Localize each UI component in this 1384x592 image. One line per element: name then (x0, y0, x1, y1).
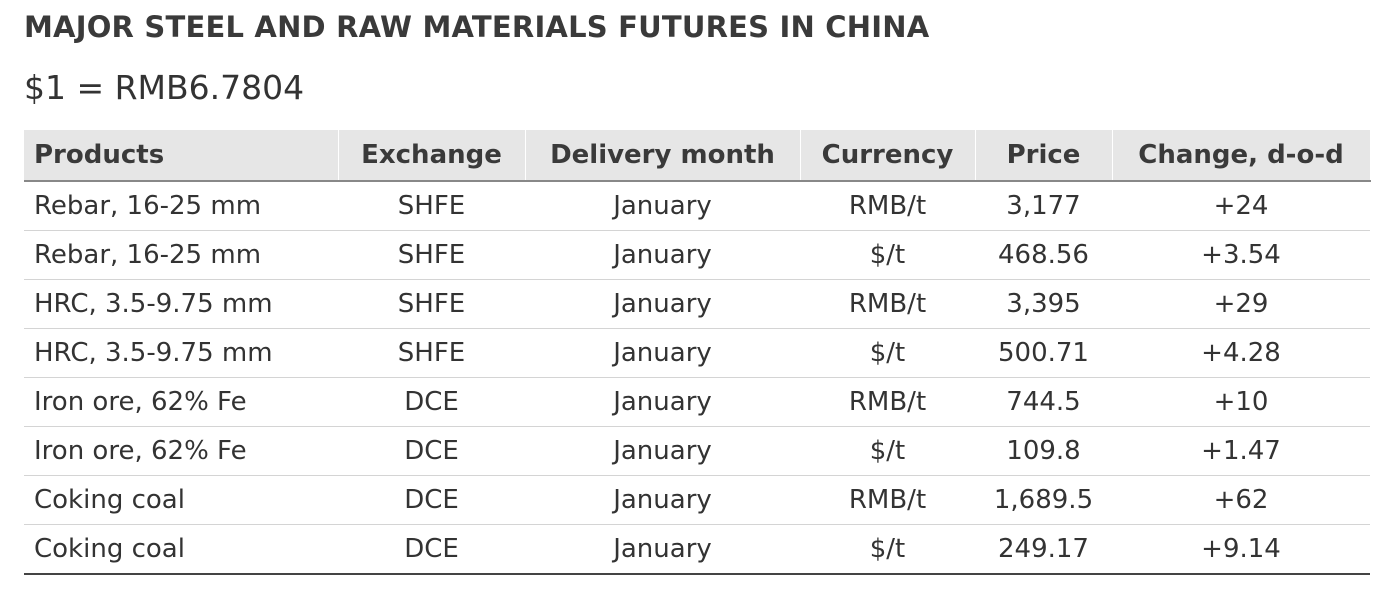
table-cell: 744.5 (975, 377, 1112, 427)
table-cell: +3.54 (1112, 230, 1370, 280)
table-cell: DCE (404, 534, 459, 564)
table-row: Coking coal DCE January RMB/t 1,689.5 +62 (24, 475, 1370, 525)
table-row: Rebar, 16-25 mm SHFE January $/t 468.56 +3.54 (24, 230, 1370, 280)
table-row: HRC, 3.5-9.75 mm SHFE January $/t 500.71 +4.2… (24, 328, 1370, 378)
table-cell: DCE (338, 475, 525, 525)
table-cell: +62 (1112, 475, 1370, 525)
table-cell: January (525, 230, 800, 280)
table-cell: 468.56 (975, 230, 1112, 280)
table-row: Iron ore, 62% Fe DCE January $/t 109.8 +1.47 (24, 426, 1370, 476)
table-cell: Coking coal (34, 534, 185, 564)
table-cell: Iron ore, 62% Fe (24, 426, 338, 476)
table-cell: 500.71 (975, 328, 1112, 378)
table-cell: +10 (1112, 377, 1370, 427)
table-cell: DCE (338, 377, 525, 427)
table-cell: $/t (800, 426, 975, 476)
table-cell: HRC, 3.5-9.75 mm (24, 279, 338, 329)
table-cell: +29 (1112, 279, 1370, 329)
column-header: Currency (800, 130, 976, 182)
table-cell: +4.28 (1112, 328, 1370, 378)
table-cell: +9.14 (1201, 534, 1281, 564)
table-row: Rebar, 16-25 mm SHFE January RMB/t 3,177 +24 (24, 181, 1370, 231)
table-cell: Iron ore, 62% Fe (24, 377, 338, 427)
column-header: Products (24, 130, 339, 182)
table-cell: Rebar, 16-25 mm (24, 230, 338, 280)
table-body: Rebar, 16-25 mm SHFE January RMB/t 3,177 +24 R… (24, 181, 1370, 574)
table-row: HRC, 3.5-9.75 mm SHFE January RMB/t 3,395 +29 (24, 279, 1370, 329)
column-header: Exchange (338, 130, 526, 182)
table-cell: 1,689.5 (975, 475, 1112, 525)
table-cell: SHFE (338, 181, 525, 231)
table-cell: RMB/t (800, 279, 975, 329)
column-header: Price (975, 130, 1113, 182)
table-cell: Rebar, 16-25 mm (24, 181, 338, 231)
table-cell: January (525, 475, 800, 525)
table-cell: RMB/t (800, 181, 975, 231)
table-cell: January (525, 181, 800, 231)
table-cell: January (525, 426, 800, 476)
table-cell: 249.17 (998, 534, 1089, 564)
table-cell: SHFE (338, 328, 525, 378)
table-cell: January (613, 534, 712, 564)
table-cell: $/t (869, 534, 906, 564)
table-cell: 3,395 (975, 279, 1112, 329)
table-cell: RMB/t (800, 377, 975, 427)
table-cell: 109.8 (975, 426, 1112, 476)
futures-table: Products Exchange Delivery month Currency Pr… (24, 130, 1371, 575)
header-row: Products Exchange Delivery month Currency Pr… (24, 130, 1371, 182)
table-cell: January (525, 377, 800, 427)
column-header: Change, d-o-d (1112, 130, 1371, 182)
title: MAJOR STEEL AND RAW MATERIALS FUTURES IN… (24, 10, 930, 44)
table-cell: $/t (800, 328, 975, 378)
table-cell: SHFE (338, 230, 525, 280)
table-cell: +1.47 (1112, 426, 1370, 476)
table-cell: $/t (800, 230, 975, 280)
table-row: Iron ore, 62% Fe DCE January RMB/t 744.5 +10 (24, 377, 1370, 427)
table-row: Coking coal DCE January $/t 249.17 +9.14 (24, 525, 1370, 575)
column-header: Delivery month (525, 130, 801, 182)
subtitle: $1 = RMB6.7804 (24, 68, 305, 107)
table-cell: January (525, 328, 800, 378)
table-cell: January (525, 279, 800, 329)
table-cell: 3,177 (975, 181, 1112, 231)
table-cell: HRC, 3.5-9.75 mm (24, 328, 338, 378)
table-cell: RMB/t (800, 475, 975, 525)
table-cell: Coking coal (24, 475, 338, 525)
table-cell: +24 (1112, 181, 1370, 231)
table-cell: DCE (338, 426, 525, 476)
table-cell: SHFE (338, 279, 525, 329)
